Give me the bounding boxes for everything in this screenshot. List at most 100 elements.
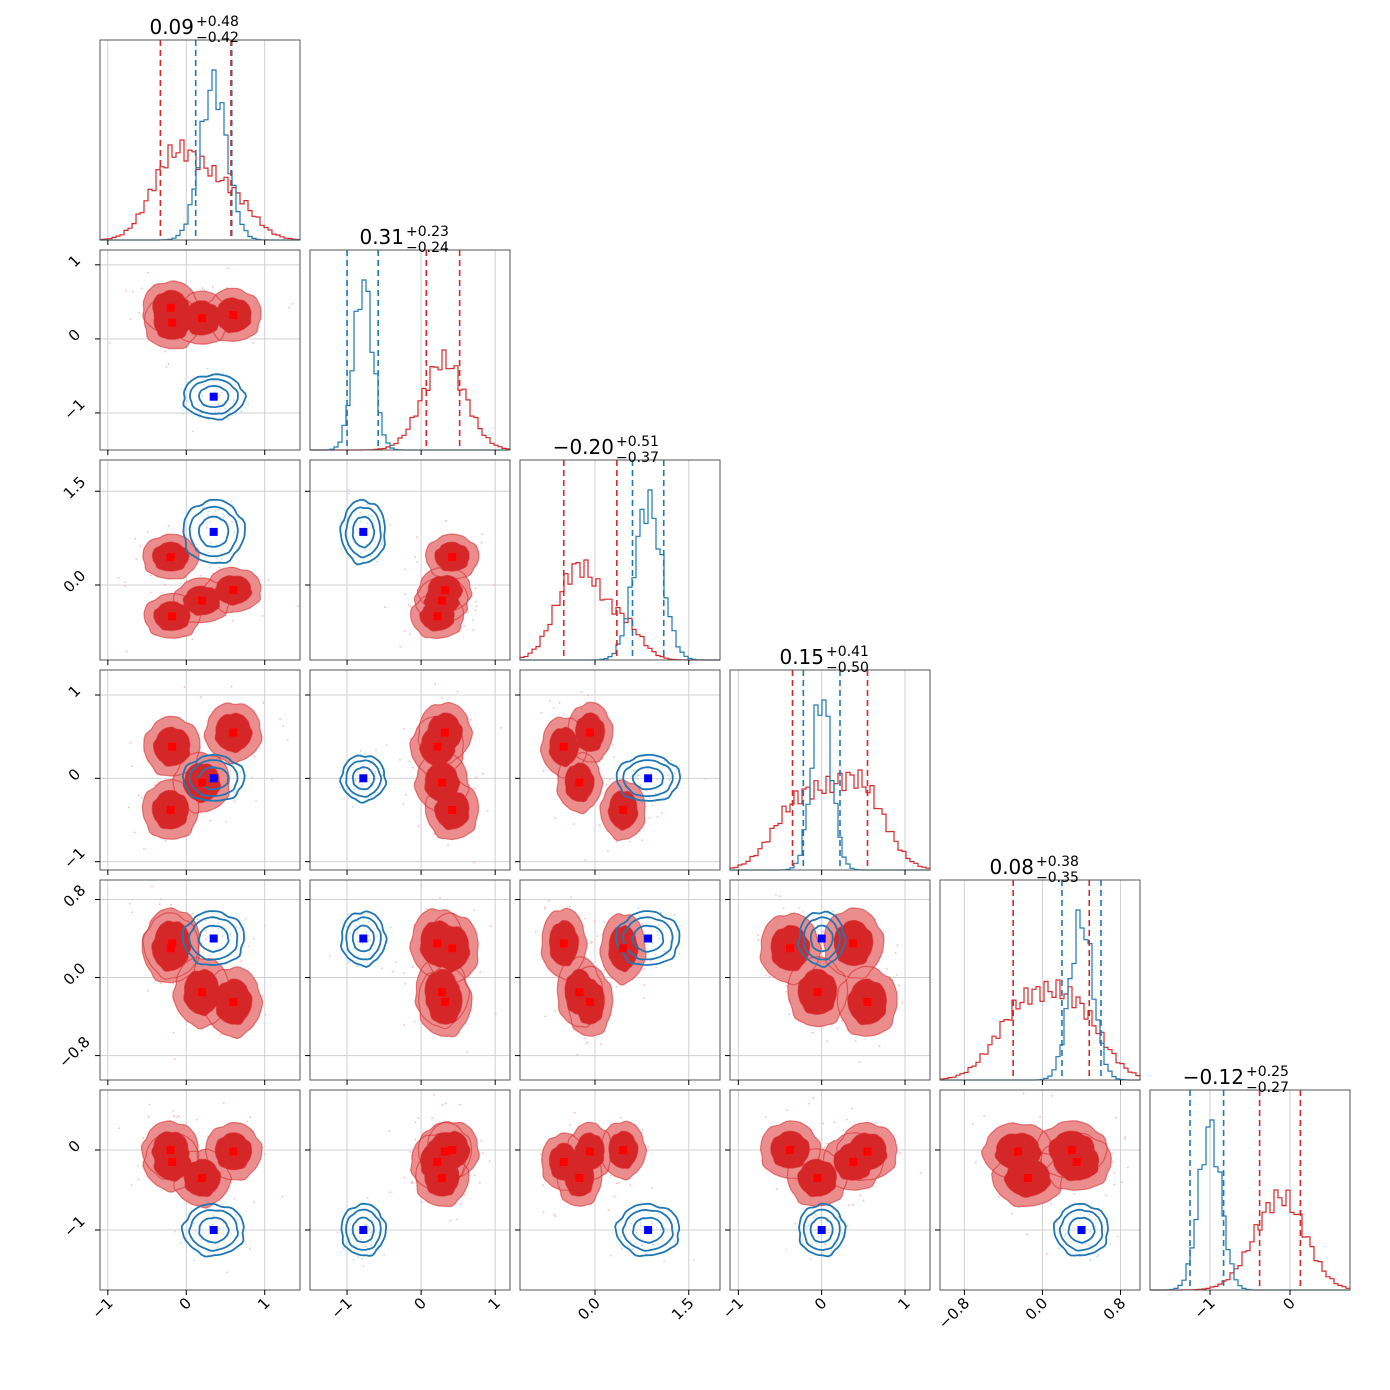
blue-sample-dot — [342, 1247, 345, 1250]
panel-background — [1150, 1090, 1350, 1290]
blue-sample-dot — [360, 1238, 363, 1240]
red-contour-line — [548, 726, 580, 768]
panel-title-minus: −0.50 — [826, 660, 869, 676]
red-sample-dot — [411, 965, 414, 968]
red-marker — [863, 1147, 872, 1156]
x-tick-label: −1 — [327, 1294, 355, 1322]
red-sample-dot — [583, 1037, 586, 1040]
red-sample-dot — [651, 804, 654, 807]
scatter-panel-4-1: 1 0 −1 — [60, 669, 301, 875]
blue-sample-dot — [328, 954, 331, 957]
panel-title-plus: +0.51 — [616, 434, 659, 450]
red-contour-line — [567, 965, 614, 1037]
red-contour-line — [1052, 1142, 1100, 1182]
red-contour-line — [418, 965, 473, 1038]
blue-sample-dot — [235, 926, 238, 928]
red-sample-dot — [408, 760, 411, 763]
red-contour-line — [599, 913, 647, 986]
blue-sample-dot — [635, 1232, 638, 1234]
blue-contour — [344, 506, 382, 559]
blue-contour — [182, 373, 247, 421]
red-sample-dot — [231, 619, 234, 622]
red-sample-dot — [146, 989, 149, 992]
blue-sample-dot — [348, 960, 350, 963]
red-contour-line — [574, 1132, 605, 1171]
diag-panel-4: 0.15 +0.41−0.50 — [729, 644, 931, 875]
red-sample-dot — [282, 725, 284, 727]
blue-sample-dot — [805, 1226, 808, 1229]
red-sample-dot — [775, 1188, 778, 1191]
red-sample-dot — [473, 861, 476, 864]
blue-sample-dot — [801, 1239, 803, 1241]
red-sample-dot — [788, 1013, 791, 1016]
blue-sample-dot — [336, 1231, 339, 1234]
red-contour-line — [833, 1142, 873, 1181]
red-sample-dot — [846, 1118, 848, 1121]
blue-sample-dot — [242, 923, 245, 926]
red-sample-dot — [474, 587, 477, 590]
blue-sample-dot — [807, 1224, 809, 1227]
blue-contour — [631, 924, 665, 953]
blue-sample-dot — [357, 531, 360, 534]
red-marker — [1072, 1158, 1081, 1166]
red-sample-dot — [172, 1110, 175, 1112]
panel-frame — [99, 1089, 301, 1291]
blue-sample-dot — [636, 777, 639, 780]
blue-sample-dot — [221, 391, 223, 394]
red-sample-dot — [433, 833, 436, 836]
panel-background — [310, 1090, 510, 1290]
blue-sample-dot — [366, 522, 369, 524]
blue-sample-dot — [656, 778, 658, 781]
panel-frame — [99, 459, 301, 661]
red-sample-dot — [412, 766, 414, 769]
blue-sample-dot — [367, 920, 370, 923]
red-contour-line — [183, 1158, 222, 1198]
red-sample-dot — [895, 974, 898, 976]
red-marker — [433, 742, 442, 751]
red-marker — [619, 1146, 628, 1154]
red-marker — [440, 586, 449, 594]
blue-sample-dot — [217, 508, 220, 511]
red-sample-dot — [764, 1116, 767, 1118]
red-sample-dot — [974, 1161, 977, 1164]
scatter-panel-4-3 — [515, 669, 721, 875]
blue-sample-dot — [805, 1233, 808, 1235]
red-sample-dot — [409, 737, 412, 740]
red-sample-dot — [134, 537, 136, 540]
red-marker — [168, 742, 177, 751]
red-marker — [198, 988, 206, 997]
red-sample-dot — [493, 584, 495, 586]
panel-frame — [99, 249, 301, 451]
blue-sample-dot — [369, 1227, 371, 1230]
red-sample-dot — [1105, 1194, 1107, 1197]
red-sample-dot — [547, 900, 550, 902]
red-sample-dot — [768, 975, 771, 978]
red-sample-dot — [600, 1043, 602, 1046]
red-sample-dot — [609, 778, 611, 781]
scatter-panel-6-3: 0.0 1.5 — [515, 1089, 721, 1324]
blue-sample-dot — [820, 942, 823, 945]
blue-sample-dot — [361, 784, 363, 787]
red-contour-line — [548, 919, 580, 967]
scatter-panel-5-2 — [305, 879, 511, 1085]
red-sample-dot — [264, 1153, 266, 1155]
red-marker — [813, 1174, 822, 1182]
panel-title: 0.09 — [149, 15, 194, 39]
red-contour-line — [833, 919, 874, 967]
y-tick-label: −1 — [60, 844, 88, 872]
red-sample-dot — [1026, 1233, 1029, 1236]
x-tick-label: 0 — [1279, 1294, 1298, 1313]
blue-sample-dot — [659, 1229, 662, 1231]
blue-sample-dot — [815, 1214, 817, 1216]
blue-contour — [621, 916, 674, 961]
blue-sample-dot — [656, 934, 659, 936]
red-sample-dot — [757, 939, 760, 942]
blue-sample-dot — [208, 510, 210, 513]
blue-sample-dot — [207, 418, 210, 421]
blue-sample-dot — [356, 965, 358, 968]
blue-sample-dot — [358, 789, 360, 791]
red-sample-dot — [1111, 1153, 1114, 1156]
panel-frame — [519, 669, 721, 871]
blue-sample-dot — [1109, 1243, 1112, 1245]
blue-sample-dot — [239, 771, 242, 774]
